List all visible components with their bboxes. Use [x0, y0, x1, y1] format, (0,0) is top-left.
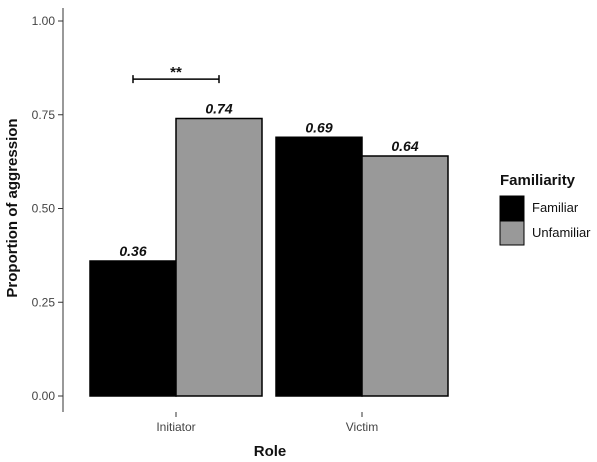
x-tick-label-victim: Victim: [346, 420, 378, 434]
y-tick-label: 0.75: [32, 108, 56, 122]
data-label-unfamiliar-victim: 0.64: [391, 138, 418, 154]
data-label-unfamiliar-initiator: 0.74: [205, 101, 232, 117]
y-tick-label: 0.25: [32, 295, 56, 309]
bar-unfamiliar-victim: [361, 155, 449, 397]
y-tick-label: 1.00: [32, 14, 56, 28]
significance-label: **: [170, 64, 182, 81]
legend: Familiarity Familiar Unfamiliar: [499, 172, 591, 246]
legend-label-familiar: Familiar: [532, 200, 579, 215]
x-axis-title: Role: [254, 443, 287, 460]
legend-swatch-unfamiliar: [499, 220, 525, 246]
data-label-familiar-victim: 0.69: [305, 119, 332, 135]
y-tick-label: 0.00: [32, 389, 56, 403]
legend-swatch-familiar: [499, 195, 525, 221]
y-tick-label: 0.50: [32, 202, 56, 216]
x-tick-label-initiator: Initiator: [156, 420, 195, 434]
bar-familiar-victim: [275, 136, 363, 397]
significance-annotation: **: [132, 64, 220, 84]
bars-group: [89, 117, 449, 397]
bar-familiar-initiator: [89, 260, 177, 397]
bar-unfamiliar-initiator: [175, 117, 263, 397]
legend-label-unfamiliar: Unfamiliar: [532, 225, 591, 240]
data-label-familiar-initiator: 0.36: [119, 243, 146, 259]
y-axis-title: Proportion of aggression: [4, 118, 21, 297]
x-axis-ticks: Initiator Victim: [156, 412, 378, 434]
y-axis-ticks: 0.00 0.25 0.50 0.75 1.00: [32, 14, 63, 403]
legend-title: Familiarity: [500, 172, 576, 189]
data-labels-group: 0.36 0.69 0.74 0.64: [119, 101, 418, 260]
